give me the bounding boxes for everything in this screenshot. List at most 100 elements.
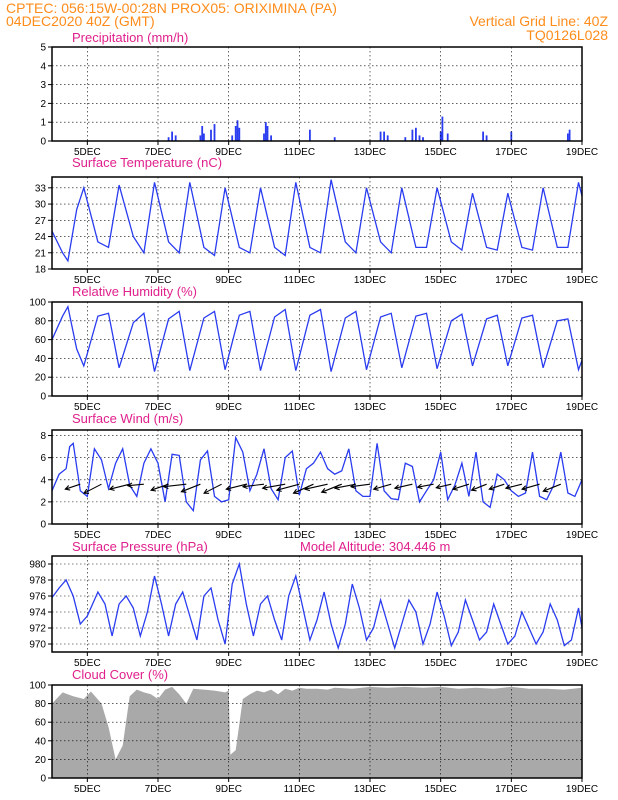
humidity-xtick-label: 19DEC <box>566 402 598 413</box>
cloud-ytick-label: 20 <box>35 755 47 766</box>
humidity-xtick-label: 11DEC <box>284 402 316 413</box>
precip-ytick-label: 4 <box>40 61 46 72</box>
wind-arrow <box>225 483 247 491</box>
precip-xtick-label: 15DEC <box>425 147 457 158</box>
pressure-ytick-label: 974 <box>29 608 46 619</box>
temperature-line <box>51 179 583 263</box>
wind-arrow <box>241 483 265 490</box>
precip-ytick-label: 0 <box>40 137 46 148</box>
cloud-panel: 0 20 40 60 80 100 5DEC 7DEC 9DEC 11DEC 13DEC 15DEC 1… <box>29 681 598 796</box>
precip-bar <box>213 124 216 141</box>
precip-bar <box>266 126 269 141</box>
cloud-xtick-label: 9DEC <box>215 784 242 795</box>
precip-bar <box>210 129 212 141</box>
model-altitude: Model Altitude: 304.446 m <box>300 539 450 554</box>
wind-arrow <box>488 483 505 491</box>
wind-arrow <box>108 483 130 491</box>
temperature-xtick-label: 15DEC <box>425 275 457 286</box>
humidity-ytick-label: 100 <box>29 298 46 309</box>
cloud-title: Cloud Cover (%) <box>72 667 168 682</box>
wind-arrow <box>203 483 222 494</box>
precip-bar <box>568 129 571 141</box>
pressure-xtick-label: 19DEC <box>566 658 598 669</box>
precip-bar <box>263 133 265 141</box>
precip-bar <box>203 133 205 141</box>
precip-bar <box>264 122 267 141</box>
wind-arrow <box>349 483 371 490</box>
wind-arrow <box>180 483 201 493</box>
precip-title: Precipitation (mm/h) <box>72 30 188 45</box>
precip-bar <box>418 135 421 141</box>
precip-bar <box>167 137 170 141</box>
wind-arrow <box>162 483 187 490</box>
temperature-frame <box>51 176 583 270</box>
pressure-xtick-label: 11DEC <box>284 658 316 669</box>
precip-xtick-label: 5DEC <box>74 147 101 158</box>
cloud-ytick-label: 40 <box>35 736 47 747</box>
precip-bar <box>482 131 484 141</box>
wind-xtick-label: 9DEC <box>215 530 242 541</box>
temperature-title: Surface Temperature (nC) <box>72 155 222 170</box>
station-header: CPTEC: 056:15W-00:28N PROX05: ORIXIMINA … <box>6 0 337 16</box>
wind-arrow <box>372 483 392 491</box>
wind-arrow <box>292 483 314 495</box>
precip-bar <box>199 135 202 141</box>
pressure-xtick-label: 9DEC <box>215 658 242 669</box>
precip-bar <box>386 135 389 141</box>
cloud-xtick-label: 15DEC <box>425 784 457 795</box>
pressure-line <box>51 561 583 651</box>
precip-bar <box>446 133 449 141</box>
precip-bar <box>379 131 382 141</box>
cloud-ytick-label: 80 <box>35 699 47 710</box>
wind-xtick-label: 7DEC <box>145 530 172 541</box>
cloud-ytick-label: 100 <box>29 681 46 692</box>
pressure-frame <box>51 555 583 653</box>
precip-bar <box>231 135 234 141</box>
pressure-ytick-label: 970 <box>29 640 46 651</box>
precip-bar <box>383 131 385 141</box>
pressure-title: Surface Pressure (hPa) <box>72 539 208 554</box>
pressure-xtick-label: 7DEC <box>145 658 172 669</box>
temperature-xtick-label: 13DEC <box>354 275 386 286</box>
pressure-xtick-label: 13DEC <box>354 658 386 669</box>
pressure-xtick-label: 17DEC <box>495 658 527 669</box>
wind-arrow <box>275 483 300 492</box>
precip-xtick-label: 7DEC <box>145 147 172 158</box>
humidity-xtick-label: 7DEC <box>145 402 172 413</box>
precip-ytick-label: 2 <box>40 99 46 110</box>
wind-xtick-label: 15DEC <box>425 530 457 541</box>
humidity-panel: 0 20 40 60 80 100 5DEC 7DEC 9DEC 11DEC 13DEC 15DEC 1… <box>29 298 598 414</box>
precip-ytick-label: 3 <box>40 80 46 91</box>
wind-frame <box>51 429 583 525</box>
temperature-panel: 18 21 24 27 30 33 5DEC 7DEC 9DEC 11DEC 13DEC 15DEC 1… <box>35 176 598 286</box>
temperature-ytick-label: 18 <box>35 265 47 276</box>
cloud-ytick-label: 60 <box>35 718 47 729</box>
pressure-ytick-label: 978 <box>29 576 46 587</box>
wind-ytick-label: 0 <box>40 520 46 531</box>
temperature-ytick-label: 27 <box>35 216 47 227</box>
precip-bar <box>333 137 336 141</box>
wind-arrow <box>126 482 144 489</box>
wind-arrow <box>435 483 452 490</box>
humidity-ytick-label: 60 <box>35 335 47 346</box>
humidity-xtick-label: 15DEC <box>425 402 457 413</box>
precip-xtick-label: 9DEC <box>215 147 242 158</box>
pressure-xtick-label: 15DEC <box>425 658 457 669</box>
humidity-xtick-label: 13DEC <box>354 402 386 413</box>
precip-bar <box>441 116 444 141</box>
humidity-xtick-label: 9DEC <box>215 402 242 413</box>
precip-bar <box>270 135 272 141</box>
precip-xtick-label: 13DEC <box>354 147 386 158</box>
wind-arrow <box>393 483 413 491</box>
wind-arrow <box>303 483 328 492</box>
cloud-xtick-label: 5DEC <box>74 784 101 795</box>
precip-ytick-label: 1 <box>40 118 46 129</box>
precip-bar <box>174 135 177 141</box>
wind-arrow <box>542 483 562 493</box>
temperature-xtick-label: 9DEC <box>215 275 242 286</box>
precip-bar <box>422 137 424 141</box>
cloud-xtick-label: 17DEC <box>495 784 527 795</box>
wind-arrow <box>333 483 356 491</box>
cloud-frame <box>51 684 583 779</box>
temperature-ytick-label: 30 <box>35 200 47 211</box>
